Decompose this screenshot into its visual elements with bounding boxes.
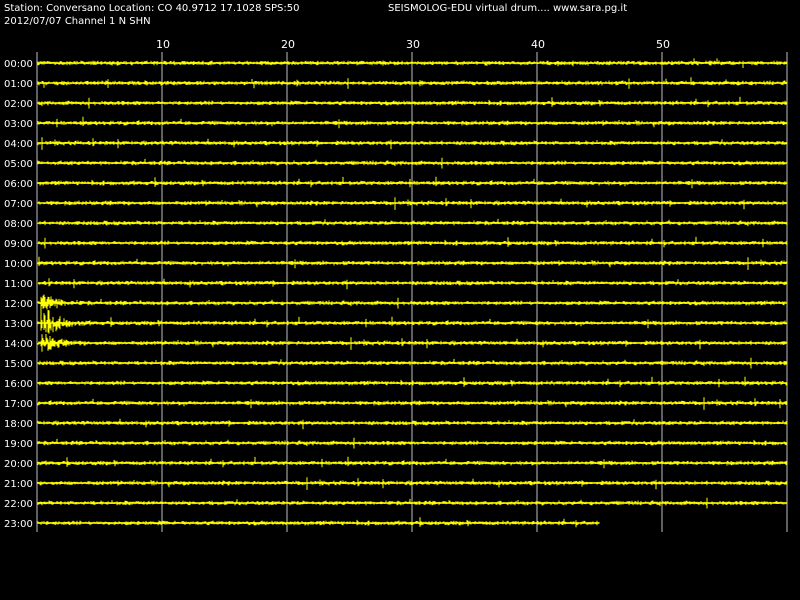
row-time-label: 07:00 [4,199,33,210]
x-tick-label: 50 [656,38,670,51]
row-time-label: 05:00 [4,159,33,170]
row-time-label: 18:00 [4,419,33,430]
row-time-label: 04:00 [4,139,33,150]
row-time-label: 09:00 [4,239,33,250]
row-time-label: 11:00 [4,279,33,290]
x-tick-label: 10 [156,38,170,51]
row-time-label: 03:00 [4,119,33,130]
x-tick-label: 20 [281,38,295,51]
date-channel-info: 2012/07/07 Channel 1 N SHN [4,16,151,27]
row-time-label: 20:00 [4,459,33,470]
row-time-label: 22:00 [4,499,33,510]
row-time-label: 02:00 [4,99,33,110]
row-time-label: 08:00 [4,219,33,230]
row-time-label: 14:00 [4,339,33,350]
row-time-label: 12:00 [4,299,33,310]
row-time-label: 19:00 [4,439,33,450]
x-tick-label: 30 [406,38,420,51]
x-tick-label: 40 [531,38,545,51]
row-time-label: 21:00 [4,479,33,490]
row-time-label: 10:00 [4,259,33,270]
brand-title: SEISMOLOG-EDU virtual drum.... www.sara.… [388,3,628,14]
row-time-label: 16:00 [4,379,33,390]
row-time-label: 15:00 [4,359,33,370]
row-time-label: 01:00 [4,79,33,90]
row-time-label: 00:00 [4,59,33,70]
row-time-label: 23:00 [4,519,33,530]
row-time-label: 17:00 [4,399,33,410]
row-time-label: 06:00 [4,179,33,190]
row-time-label: 13:00 [4,319,33,330]
station-info: Station: Conversano Location: CO 40.9712… [4,3,300,14]
